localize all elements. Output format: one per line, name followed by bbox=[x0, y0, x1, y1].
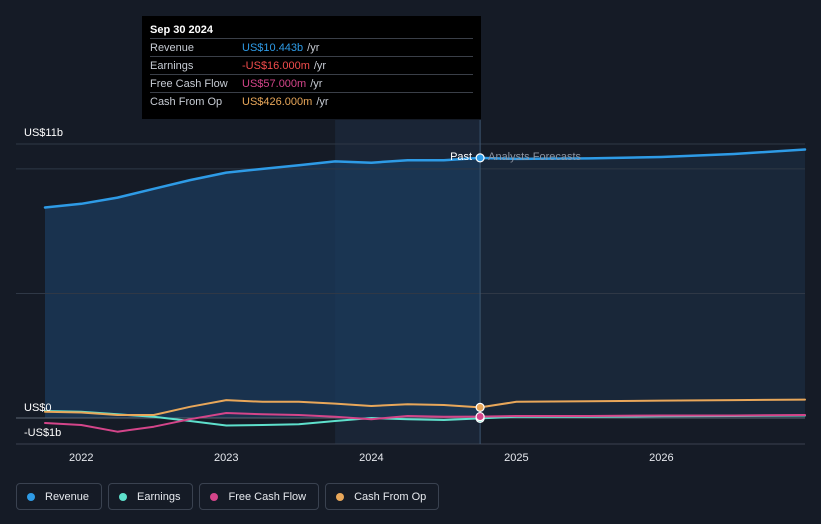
legend: Revenue Earnings Free Cash Flow Cash Fro… bbox=[16, 483, 440, 510]
x-tick-label: 2024 bbox=[359, 452, 383, 464]
legend-item-cash-from-op[interactable]: Cash From Op bbox=[325, 483, 440, 510]
legend-dot-icon bbox=[27, 492, 35, 501]
legend-dot-icon bbox=[210, 492, 219, 501]
tooltip-unit: /yr bbox=[316, 95, 329, 108]
tooltip-unit: /yr bbox=[313, 59, 327, 72]
y-label-bottom: -US$1b bbox=[24, 427, 61, 439]
tooltip-unit: /yr bbox=[307, 41, 320, 54]
past-label: Past bbox=[450, 151, 472, 163]
legend-dot-icon bbox=[336, 492, 345, 501]
legend-label: Earnings bbox=[137, 490, 181, 503]
tooltip-row-free-cash-flow: Free Cash Flow US$57.000m /yr bbox=[150, 74, 473, 92]
tooltip-label: Earnings bbox=[150, 59, 194, 72]
series-line-free-cash-flow bbox=[44, 412, 806, 433]
tooltip-row-revenue: Revenue US$10.443b /yr bbox=[150, 38, 473, 56]
series-line-cash-from-op bbox=[44, 398, 806, 416]
x-tick-label: 2022 bbox=[69, 452, 93, 464]
y-label-zero: US$0 bbox=[24, 402, 52, 414]
legend-item-revenue[interactable]: Revenue bbox=[16, 483, 103, 510]
y-label-top: US$11b bbox=[24, 127, 63, 139]
tooltip-label: Free Cash Flow bbox=[150, 77, 228, 90]
legend-label: Cash From Op bbox=[354, 490, 427, 503]
legend-item-earnings[interactable]: Earnings bbox=[108, 483, 194, 510]
legend-label: Revenue bbox=[45, 490, 90, 503]
x-tick-label: 2023 bbox=[214, 452, 238, 464]
revenue-area-past bbox=[45, 157, 481, 418]
tooltip: Sep 30 2024 Revenue US$10.443b /yr Earni… bbox=[142, 16, 481, 119]
tooltip-label: Cash From Op bbox=[150, 95, 223, 108]
legend-label: Free Cash Flow bbox=[228, 490, 307, 503]
data-point-free-cash-flow bbox=[475, 411, 485, 422]
tooltip-value: US$57.000m bbox=[242, 77, 307, 90]
tooltip-unit: /yr bbox=[310, 77, 323, 90]
forecast-label: Analysts Forecasts bbox=[488, 151, 581, 163]
series-line-revenue bbox=[43, 148, 807, 209]
tooltip-value: -US$16.000m bbox=[242, 59, 310, 72]
x-tick-label: 2026 bbox=[649, 452, 673, 464]
tooltip-value: US$426.000m bbox=[242, 95, 313, 108]
revenue-area-forecast bbox=[480, 149, 805, 418]
data-point-cash-from-op bbox=[475, 402, 485, 412]
tooltip-label: Revenue bbox=[150, 41, 195, 54]
legend-item-free-cash-flow[interactable]: Free Cash Flow bbox=[199, 483, 320, 510]
data-point-revenue bbox=[475, 153, 485, 163]
tooltip-row-cash-from-op: Cash From Op US$426.000m /yr bbox=[150, 92, 473, 110]
tooltip-value: US$10.443b bbox=[242, 41, 304, 54]
x-tick-label: 2025 bbox=[504, 452, 528, 464]
legend-dot-icon bbox=[119, 492, 128, 501]
tooltip-row-earnings: Earnings -US$16.000m /yr bbox=[150, 56, 473, 74]
tooltip-date: Sep 30 2024 bbox=[150, 24, 213, 36]
